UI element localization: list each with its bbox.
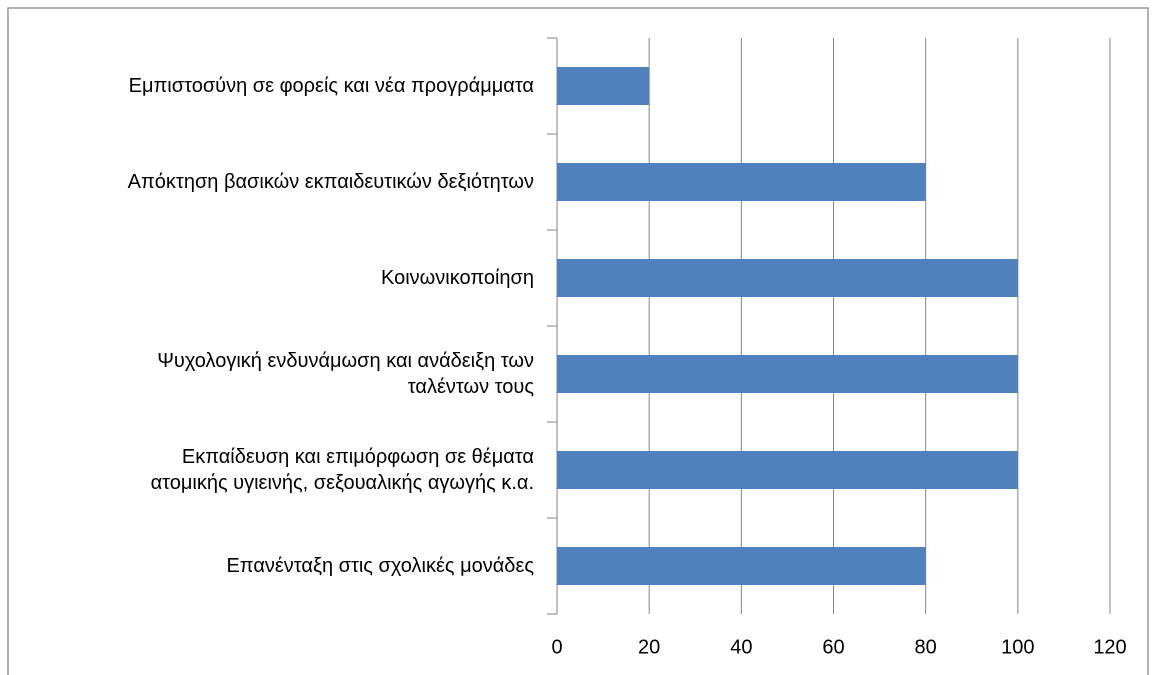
y-tick-label: Εκπαίδευση και επιμόρφωση σε θέματα ατομ…: [150, 446, 534, 494]
bar: [557, 67, 650, 105]
x-tick-label: 40: [730, 636, 752, 658]
bar: [557, 259, 1018, 297]
x-tick-label: 20: [638, 636, 660, 658]
y-tick-label: Απόκτηση βασικών εκπαιδευτικών δεξιότητω…: [127, 171, 534, 193]
y-tick-label: Κοινωνικοποίηση: [381, 267, 534, 289]
bar: [557, 451, 1018, 489]
bar: [557, 163, 926, 201]
y-tick-label: Επανένταξη στις σχολικές μονάδες: [226, 555, 534, 577]
x-tick-label: 120: [1093, 636, 1126, 658]
y-tick-label: Ψυχολογική ενδυνάμωση και ανάδειξη των τ…: [157, 350, 534, 398]
x-tick-label: 100: [1001, 636, 1034, 658]
x-tick-label: 80: [915, 636, 937, 658]
frame: [7, 7, 1149, 675]
x-tick-label: 0: [551, 636, 562, 658]
x-tick-label: 60: [822, 636, 844, 658]
bar: [557, 547, 926, 585]
bar: [557, 355, 1018, 393]
y-tick-label: Εμπιστοσύνη σε φορείς και νέα προγράμματ…: [128, 75, 534, 97]
